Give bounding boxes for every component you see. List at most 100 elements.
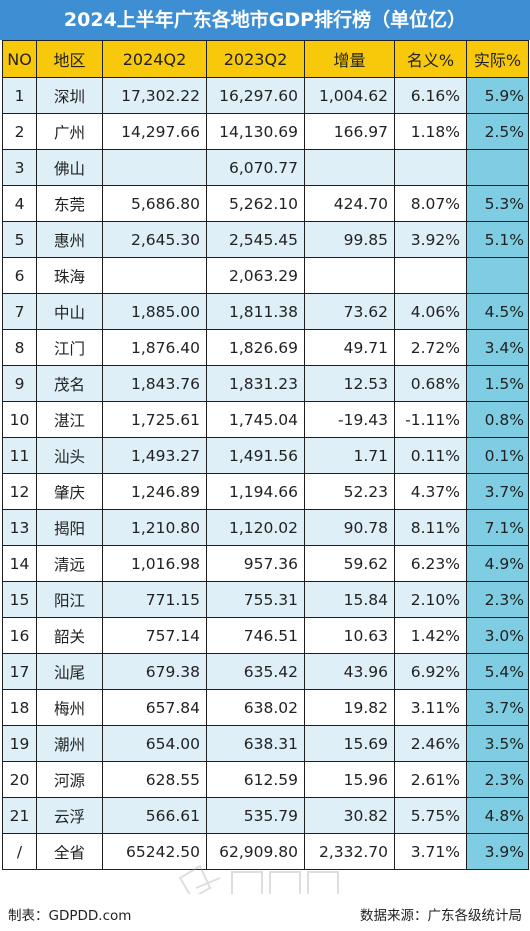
table-row: 3 佛山 6,070.77 bbox=[2, 149, 529, 186]
cell-no: 13 bbox=[2, 509, 37, 546]
cell-2024q2 bbox=[102, 149, 207, 186]
cell-no: 21 bbox=[2, 797, 37, 834]
cell-nominal: 3.71% bbox=[394, 833, 467, 870]
cell-nominal: 6.23% bbox=[394, 545, 467, 582]
table-row: 17 汕尾 679.38 635.42 43.96 6.92% 5.4% bbox=[2, 653, 529, 690]
footer: 制表：GDPDD.com 数据来源：广东各级统计局 bbox=[0, 894, 530, 931]
cell-actual: 3.7% bbox=[466, 473, 529, 510]
cell-nominal: 2.61% bbox=[394, 761, 467, 798]
cell-actual: 3.5% bbox=[466, 725, 529, 762]
cell-nominal: 6.92% bbox=[394, 653, 467, 690]
cell-actual: 1.5% bbox=[466, 365, 529, 402]
cell-nominal: 4.37% bbox=[394, 473, 467, 510]
cell-region: 梅州 bbox=[36, 689, 103, 726]
cell-region: 湛江 bbox=[36, 401, 103, 438]
cell-2024q2: 1,843.76 bbox=[102, 365, 207, 402]
cell-no: 20 bbox=[2, 761, 37, 798]
cell-2023q2: 62,909.80 bbox=[206, 833, 305, 870]
cell-actual: 7.1% bbox=[466, 509, 529, 546]
cell-2023q2: 1,826.69 bbox=[206, 329, 305, 366]
cell-actual: 2.3% bbox=[466, 761, 529, 798]
cell-nominal: 0.11% bbox=[394, 437, 467, 474]
cell-region: 惠州 bbox=[36, 221, 103, 258]
table-row: 11 汕头 1,493.27 1,491.56 1.71 0.11% 0.1% bbox=[2, 437, 529, 474]
cell-2023q2: 2,545.45 bbox=[206, 221, 305, 258]
cell-no: 7 bbox=[2, 293, 37, 330]
cell-2024q2: 1,725.61 bbox=[102, 401, 207, 438]
cell-no: 15 bbox=[2, 581, 37, 618]
table-row: 21 云浮 566.61 535.79 30.82 5.75% 4.8% bbox=[2, 797, 529, 834]
cell-nominal: -1.11% bbox=[394, 401, 467, 438]
cell-no: 10 bbox=[2, 401, 37, 438]
cell-region: 韶关 bbox=[36, 617, 103, 654]
cell-region: 河源 bbox=[36, 761, 103, 798]
cell-nominal: 0.68% bbox=[394, 365, 467, 402]
cell-region: 肇庆 bbox=[36, 473, 103, 510]
cell-region: 阳江 bbox=[36, 581, 103, 618]
table-row: / 全省 65242.50 62,909.80 2,332.70 3.71% 3.9% bbox=[2, 833, 529, 870]
cell-region: 茂名 bbox=[36, 365, 103, 402]
table-row: 4 东莞 5,686.80 5,262.10 424.70 8.07% 5.3% bbox=[2, 185, 529, 222]
cell-2023q2: 612.59 bbox=[206, 761, 305, 798]
cell-2023q2: 746.51 bbox=[206, 617, 305, 654]
cell-no: / bbox=[2, 833, 37, 870]
cell-2023q2: 957.36 bbox=[206, 545, 305, 582]
cell-2023q2: 1,831.23 bbox=[206, 365, 305, 402]
cell-actual: 2.3% bbox=[466, 581, 529, 618]
cell-2023q2: 535.79 bbox=[206, 797, 305, 834]
cell-region: 汕尾 bbox=[36, 653, 103, 690]
cell-no: 2 bbox=[2, 113, 37, 150]
table-row: 10 湛江 1,725.61 1,745.04 -19.43 -1.11% 0.8% bbox=[2, 401, 529, 438]
cell-2023q2: 1,491.56 bbox=[206, 437, 305, 474]
cell-2024q2: 65242.50 bbox=[102, 833, 207, 870]
cell-no: 6 bbox=[2, 257, 37, 294]
cell-2024q2: 2,645.30 bbox=[102, 221, 207, 258]
cell-increase bbox=[304, 149, 395, 186]
cell-no: 5 bbox=[2, 221, 37, 258]
cell-increase bbox=[304, 257, 395, 294]
cell-no: 4 bbox=[2, 185, 37, 222]
cell-2024q2: 5,686.80 bbox=[102, 185, 207, 222]
cell-2023q2: 1,811.38 bbox=[206, 293, 305, 330]
cell-increase: 15.96 bbox=[304, 761, 395, 798]
table-row: 14 清远 1,016.98 957.36 59.62 6.23% 4.9% bbox=[2, 545, 529, 582]
cell-region: 广州 bbox=[36, 113, 103, 150]
cell-increase: 49.71 bbox=[304, 329, 395, 366]
cell-2024q2: 657.84 bbox=[102, 689, 207, 726]
cell-2024q2: 771.15 bbox=[102, 581, 207, 618]
cell-actual: 3.0% bbox=[466, 617, 529, 654]
cell-2024q2 bbox=[102, 257, 207, 294]
header-nominal: 名义% bbox=[394, 40, 467, 78]
cell-2023q2: 16,297.60 bbox=[206, 77, 305, 114]
cell-2023q2: 635.42 bbox=[206, 653, 305, 690]
cell-no: 8 bbox=[2, 329, 37, 366]
cell-no: 19 bbox=[2, 725, 37, 762]
table-row: 15 阳江 771.15 755.31 15.84 2.10% 2.3% bbox=[2, 581, 529, 618]
cell-region: 潮州 bbox=[36, 725, 103, 762]
cell-actual: 3.7% bbox=[466, 689, 529, 726]
table-row: 8 江门 1,876.40 1,826.69 49.71 2.72% 3.4% bbox=[2, 329, 529, 366]
cell-increase: 73.62 bbox=[304, 293, 395, 330]
cell-nominal bbox=[394, 257, 467, 294]
header-region: 地区 bbox=[36, 40, 103, 78]
cell-2024q2: 14,297.66 bbox=[102, 113, 207, 150]
cell-no: 12 bbox=[2, 473, 37, 510]
cell-nominal: 1.18% bbox=[394, 113, 467, 150]
table-row: 18 梅州 657.84 638.02 19.82 3.11% 3.7% bbox=[2, 689, 529, 726]
cell-region: 中山 bbox=[36, 293, 103, 330]
cell-2023q2: 1,120.02 bbox=[206, 509, 305, 546]
cell-actual: 5.9% bbox=[466, 77, 529, 114]
header-increase: 增量 bbox=[304, 40, 395, 78]
cell-increase: 19.82 bbox=[304, 689, 395, 726]
cell-nominal: 2.46% bbox=[394, 725, 467, 762]
cell-2024q2: 1,885.00 bbox=[102, 293, 207, 330]
cell-2023q2: 638.02 bbox=[206, 689, 305, 726]
cell-increase: 59.62 bbox=[304, 545, 395, 582]
cell-2024q2: 1,246.89 bbox=[102, 473, 207, 510]
cell-actual: 5.1% bbox=[466, 221, 529, 258]
cell-region: 揭阳 bbox=[36, 509, 103, 546]
cell-2024q2: 757.14 bbox=[102, 617, 207, 654]
cell-2024q2: 566.61 bbox=[102, 797, 207, 834]
cell-2024q2: 1,876.40 bbox=[102, 329, 207, 366]
